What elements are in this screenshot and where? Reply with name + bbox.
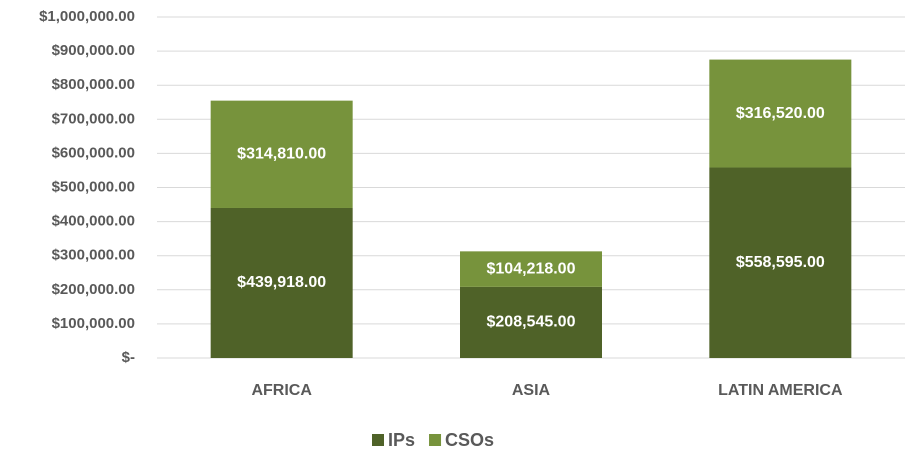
y-tick-label: $500,000.00	[52, 178, 135, 195]
y-tick-label: $100,000.00	[52, 315, 135, 332]
data-label: $104,218.00	[487, 260, 576, 277]
legend-label: CSOs	[445, 430, 494, 450]
data-label: $208,545.00	[487, 314, 576, 331]
x-tick-label: AFRICA	[251, 382, 312, 399]
bar-segment	[460, 251, 602, 287]
legend-label: IPs	[388, 430, 415, 450]
y-tick-label: $300,000.00	[52, 247, 135, 264]
legend-swatch	[429, 434, 442, 446]
bar-segment	[210, 207, 353, 358]
data-label: $558,595.00	[736, 254, 825, 271]
y-tick-label: $800,000.00	[52, 76, 135, 93]
data-label: $439,918.00	[237, 274, 326, 291]
bar-segment	[709, 59, 852, 168]
data-label: $314,810.00	[237, 146, 326, 163]
bar-segment	[460, 286, 602, 358]
x-tick-label: ASIA	[512, 382, 551, 399]
data-label: $316,520.00	[736, 105, 825, 122]
y-tick-label: $-	[122, 349, 135, 366]
y-tick-label: $900,000.00	[52, 42, 135, 59]
y-tick-label: $700,000.00	[52, 110, 135, 127]
y-tick-label: $200,000.00	[52, 281, 135, 298]
legend-swatch	[372, 434, 384, 446]
bar-segment	[210, 100, 353, 208]
x-tick-label: LATIN AMERICA	[718, 382, 843, 399]
y-tick-label: $1,000,000.00	[39, 8, 135, 25]
y-tick-label: $600,000.00	[52, 144, 135, 161]
y-tick-label: $400,000.00	[52, 213, 135, 230]
bar-segment	[709, 167, 852, 358]
